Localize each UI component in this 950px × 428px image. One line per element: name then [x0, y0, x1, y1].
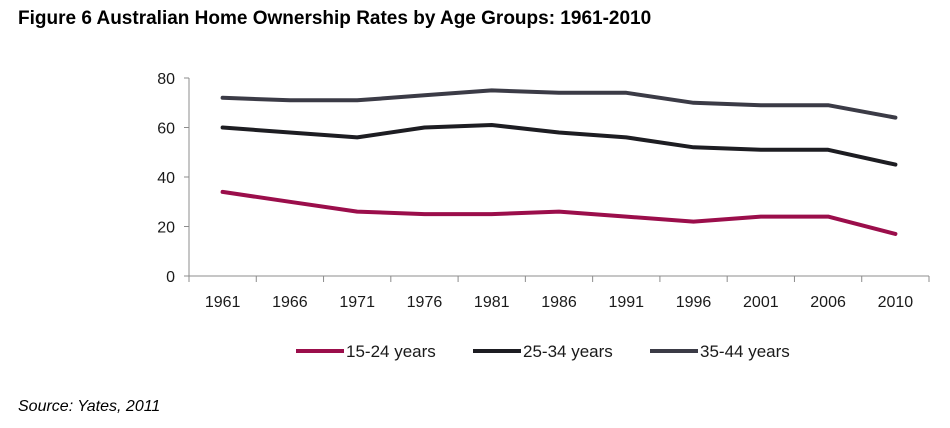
y-tick-label: 60	[157, 121, 175, 138]
x-tick-label: 1966	[272, 294, 308, 311]
x-tick-label: 1996	[676, 294, 712, 311]
legend-label: 25-34 years	[523, 342, 613, 361]
chart-legend: 15-24 years 25-34 years 35-44 years	[296, 342, 790, 361]
y-tick-label: 0	[166, 269, 175, 286]
chart-series	[220, 88, 898, 236]
chart-axes: 0 20 40 60 80 1961 1966 1971 1976 1981 1986 1991 199…	[157, 71, 930, 311]
y-tick-label: 40	[157, 170, 175, 187]
source-note: Source: Yates, 2011	[18, 398, 161, 415]
x-tick-label: 2001	[743, 294, 779, 311]
legend-label: 35-44 years	[700, 342, 790, 361]
y-tick-label: 20	[157, 220, 175, 237]
y-tick-label: 80	[157, 71, 175, 88]
x-tick-label: 1961	[205, 294, 241, 311]
x-tick-label: 2006	[810, 294, 846, 311]
x-tick-label: 2010	[878, 294, 914, 311]
x-tick-label: 1971	[339, 294, 375, 311]
series-line-15-24-years	[220, 189, 898, 236]
x-tick-label: 1981	[474, 294, 510, 311]
x-tick-label: 1976	[407, 294, 443, 311]
chart-title: Figure 6 Australian Home Ownership Rates…	[18, 8, 652, 29]
series-line-35-44-years	[220, 88, 898, 120]
legend-label: 15-24 years	[346, 342, 436, 361]
series-line-25-34-years	[220, 123, 898, 167]
x-tick-label: 1991	[608, 294, 644, 311]
x-tick-label: 1986	[541, 294, 577, 311]
